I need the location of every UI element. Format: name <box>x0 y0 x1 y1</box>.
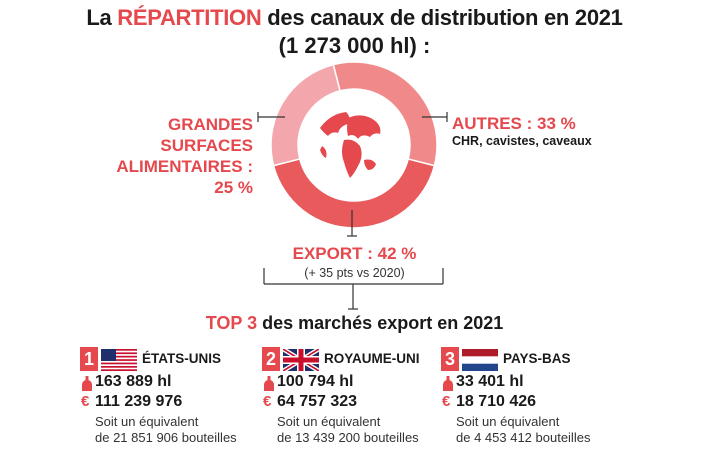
market-note-2: de 21 851 906 bouteilles <box>95 430 237 445</box>
globe-icon <box>310 101 398 189</box>
page-title: La RÉPARTITION des canaux de distributio… <box>0 4 709 31</box>
bottle-icon <box>82 376 92 391</box>
pie-slice-autres <box>332 61 438 167</box>
autres-sublabel: CHR, cavistes, caveaux <box>452 134 592 148</box>
title-pre: La <box>86 5 112 30</box>
market-card-usa: 1 ÉTATS-UNIS 163 889 hl € 111 239 976 So… <box>80 347 260 446</box>
title-accent: RÉPARTITION <box>117 5 262 30</box>
market-card-netherlands: 3 PAYS-BAS 33 401 hl € 18 710 426 Soit u… <box>441 347 621 446</box>
gsa-line-4: 25 % <box>214 178 253 197</box>
pie-slice-export <box>272 158 436 229</box>
market-note-1: Soit un équivalent <box>456 414 560 429</box>
connector-lines <box>257 112 448 310</box>
market-volume: 100 794 hl <box>277 373 354 390</box>
donut-slices <box>270 61 438 229</box>
bottle-icon <box>264 376 274 391</box>
euro-icon: € <box>442 393 451 410</box>
euro-icon: € <box>263 393 272 410</box>
market-note-2: de 4 453 412 bouteilles <box>456 430 591 445</box>
market-value: 111 239 976 <box>95 393 183 410</box>
usa-flag-icon <box>101 349 137 371</box>
euro-icon: € <box>81 393 90 410</box>
netherlands-flag-icon <box>462 349 498 371</box>
gsa-line-3: ALIMENTAIRES : <box>116 157 253 176</box>
bottle-icon <box>443 376 453 391</box>
gsa-line-2: SURFACES <box>160 136 253 155</box>
title-post: des canaux de distribution en 2021 <box>267 5 623 30</box>
market-rank: 2 <box>262 347 280 371</box>
autres-label: AUTRES : 33 % <box>452 114 576 133</box>
market-country: ÉTATS-UNIS <box>142 351 221 366</box>
market-volume: 33 401 hl <box>456 373 524 390</box>
export-sublabel: (+ 35 pts vs 2020) <box>304 266 405 280</box>
market-note-1: Soit un équivalent <box>95 414 199 429</box>
top3-title-post: des marchés export en 2021 <box>262 313 504 333</box>
market-note-1: Soit un équivalent <box>277 414 381 429</box>
market-value: 18 710 426 <box>456 393 537 410</box>
gsa-label: GRANDES SURFACES ALIMENTAIRES : 25 % <box>33 114 253 198</box>
market-country: PAYS-BAS <box>503 351 571 366</box>
uk-flag-icon <box>283 349 319 371</box>
gsa-line-1: GRANDES <box>167 115 253 134</box>
page-subtitle: (1 273 000 hl) : <box>278 33 431 58</box>
export-label: EXPORT : 42 % <box>292 244 417 263</box>
top3-title-accent: TOP 3 <box>205 313 258 333</box>
market-note-2: de 13 439 200 bouteilles <box>277 430 419 445</box>
market-rank: 3 <box>441 347 459 371</box>
market-value: 64 757 323 <box>277 393 358 410</box>
market-rank: 1 <box>80 347 98 371</box>
market-country: ROYAUME-UNI <box>324 351 420 366</box>
top3-title: TOP 3 des marchés export en 2021 <box>0 313 709 334</box>
market-card-uk: 2 ROYAUME-UNI 100 794 hl € 64 757 323 So… <box>262 347 442 446</box>
market-volume: 163 889 hl <box>95 373 172 390</box>
